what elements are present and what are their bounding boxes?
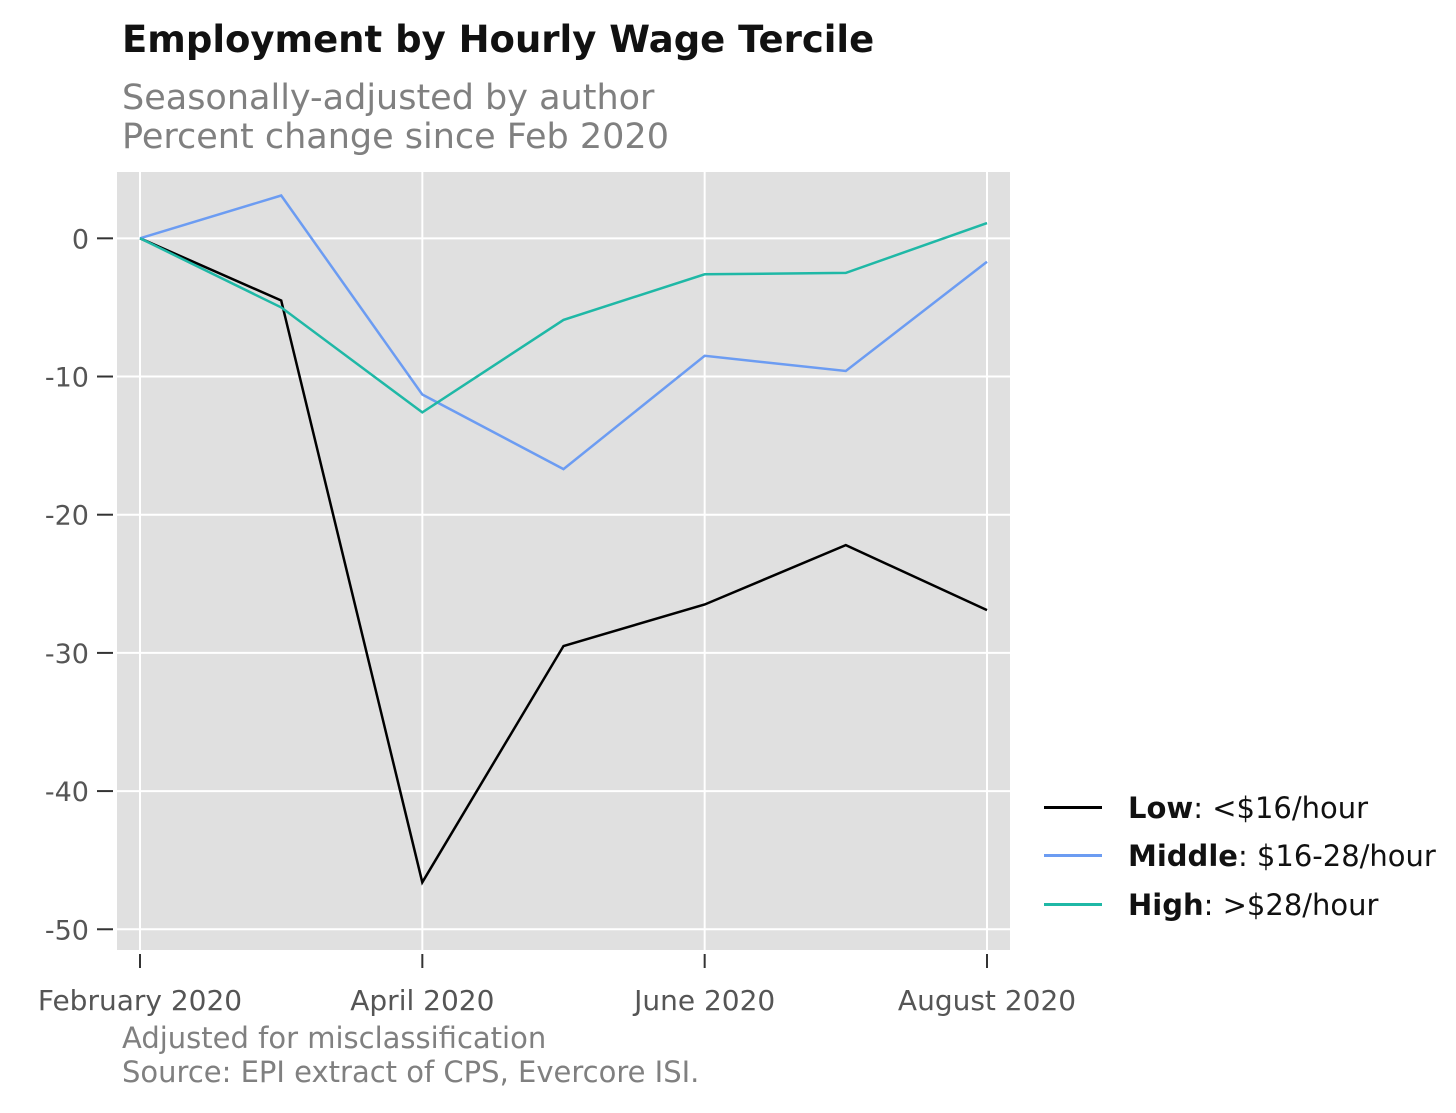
- legend-label-middle: Middle: [1128, 839, 1238, 873]
- y-tick-label: -20: [45, 501, 89, 532]
- x-tick-label: June 2020: [632, 984, 775, 1017]
- series-lines: [139, 194, 988, 886]
- legend-range-low: : <$16/hour: [1193, 791, 1369, 825]
- y-tick-label: -30: [45, 639, 89, 670]
- legend-key-high: [1044, 903, 1102, 906]
- y-tick-label: -50: [45, 915, 89, 946]
- y-tick-label: -10: [45, 363, 89, 394]
- legend-key-middle: [1044, 854, 1102, 857]
- x-tick-label: August 2020: [898, 984, 1076, 1017]
- legend-range-high: : >$28/hour: [1203, 888, 1379, 922]
- x-tick-label: February 2020: [38, 984, 242, 1017]
- series-line-low: [139, 237, 988, 886]
- legend-key-low: [1044, 806, 1102, 809]
- series-line-high: [139, 221, 988, 414]
- x-tick-label: April 2020: [350, 984, 494, 1017]
- gridlines: [117, 172, 1010, 950]
- series-line-middle: [139, 194, 988, 471]
- y-tick-label: -40: [45, 777, 89, 808]
- chart-subtitle-line-1: Seasonally-adjusted by author: [122, 78, 655, 118]
- legend-range-middle: : $16-28/hour: [1237, 839, 1436, 873]
- caption-line-1: Adjusted for misclassification: [122, 1021, 547, 1055]
- legend-label-high: High: [1128, 888, 1204, 922]
- plot-panel: [117, 172, 1010, 950]
- chart-subtitle-line-2: Percent change since Feb 2020: [122, 117, 669, 157]
- legend-label-low: Low: [1128, 791, 1194, 825]
- axes: 0 -10 -20 -30 -40 -50 February 2020 April 2020 J…: [38, 224, 1076, 1017]
- caption-source: Source: EPI extract of CPS, Evercore ISI…: [122, 1055, 700, 1089]
- y-tick-label: 0: [72, 224, 89, 255]
- chart-title: Employment by Hourly Wage Tercile: [122, 18, 875, 61]
